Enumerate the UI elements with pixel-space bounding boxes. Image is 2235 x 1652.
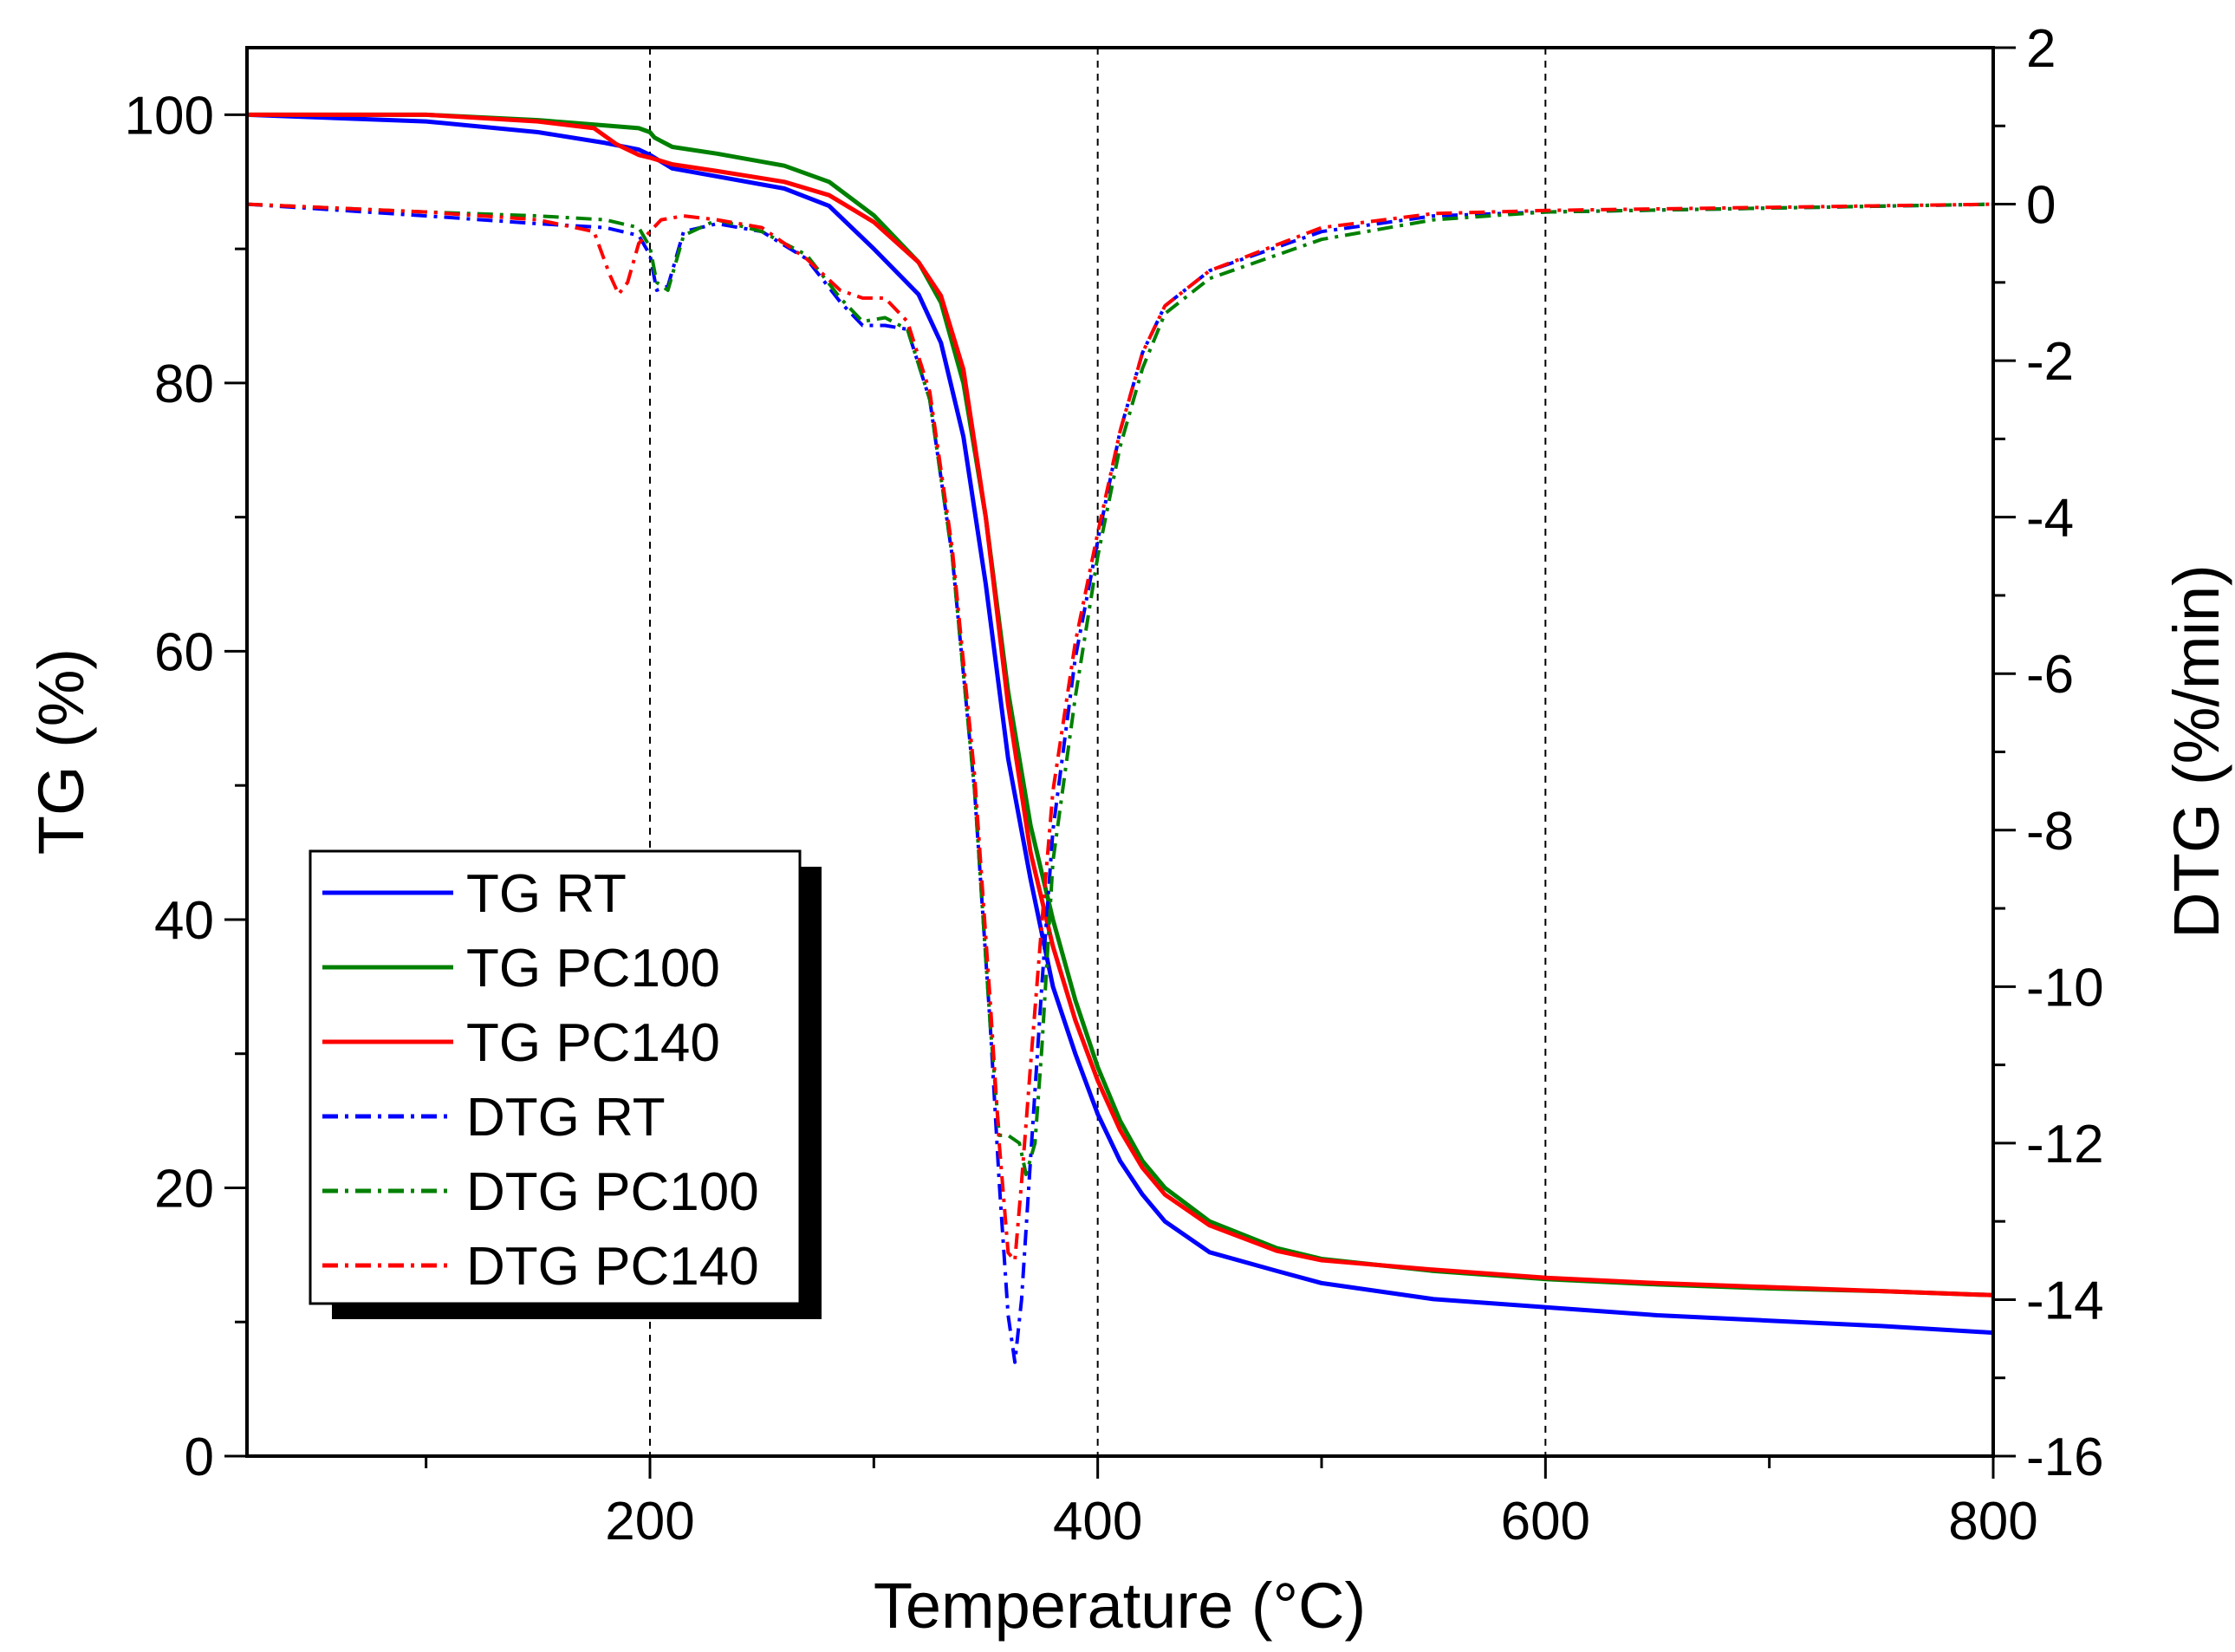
- right-y-tick-label-0: 0: [2026, 176, 2056, 236]
- left-y-tick-label-80: 80: [154, 354, 214, 414]
- ticks: 200 400 600 800020406080100-16-14-12-10-8-6…: [125, 19, 2104, 1551]
- legend-label-dtg-rt: DTG RT: [466, 1088, 666, 1148]
- right-y-tick-label--14: -14: [2026, 1271, 2104, 1330]
- right-y-tick-label-2: 2: [2026, 19, 2056, 79]
- legend-label-tg-pc100: TG PC100: [466, 939, 720, 998]
- series-dtg-rt: [246, 202, 1994, 1364]
- right-y-tick-label--6: -6: [2026, 645, 2074, 705]
- right-y-tick-label--10: -10: [2026, 958, 2104, 1018]
- legend-label-dtg-pc140: DTG PC140: [466, 1237, 759, 1297]
- left-y-tick-label-0: 0: [185, 1428, 214, 1487]
- right-y-axis-title: DTG (%/min): [2160, 564, 2232, 939]
- x-axis-title: Temperature (°C): [874, 1570, 1366, 1642]
- x-tick-label-800: 800: [1948, 1492, 2037, 1551]
- x-tick-label-400: 400: [1053, 1492, 1142, 1551]
- legend: TG RT TG PC100 TG PC140 DTG RT DTG PC100 DTG …: [309, 849, 822, 1319]
- legend-label-tg-rt: TG RT: [466, 864, 627, 924]
- series-layer: [246, 112, 1994, 1364]
- series-dtg-pc100: [246, 202, 1994, 1176]
- left-y-tick-label-60: 60: [154, 622, 214, 682]
- x-tick-label-200: 200: [605, 1492, 694, 1551]
- legend-box: [309, 849, 802, 1305]
- right-y-tick-label--16: -16: [2026, 1428, 2104, 1487]
- right-y-tick-label--2: -2: [2026, 332, 2074, 392]
- series-dtg-pc140: [246, 202, 1994, 1263]
- left-y-tick-label-20: 20: [154, 1159, 214, 1219]
- right-y-tick-label--12: -12: [2026, 1115, 2104, 1174]
- left-y-axis-title: TG (%): [25, 648, 97, 855]
- right-y-tick-label--8: -8: [2026, 802, 2074, 862]
- legend-label-tg-pc140: TG PC140: [466, 1013, 720, 1073]
- legend-label-dtg-pc100: DTG PC100: [466, 1162, 759, 1222]
- right-y-tick-label--4: -4: [2026, 489, 2074, 549]
- left-y-tick-label-100: 100: [125, 86, 214, 146]
- x-tick-label-600: 600: [1501, 1492, 1590, 1551]
- series-tg-pc140: [247, 112, 1994, 1298]
- left-y-tick-label-40: 40: [154, 891, 214, 951]
